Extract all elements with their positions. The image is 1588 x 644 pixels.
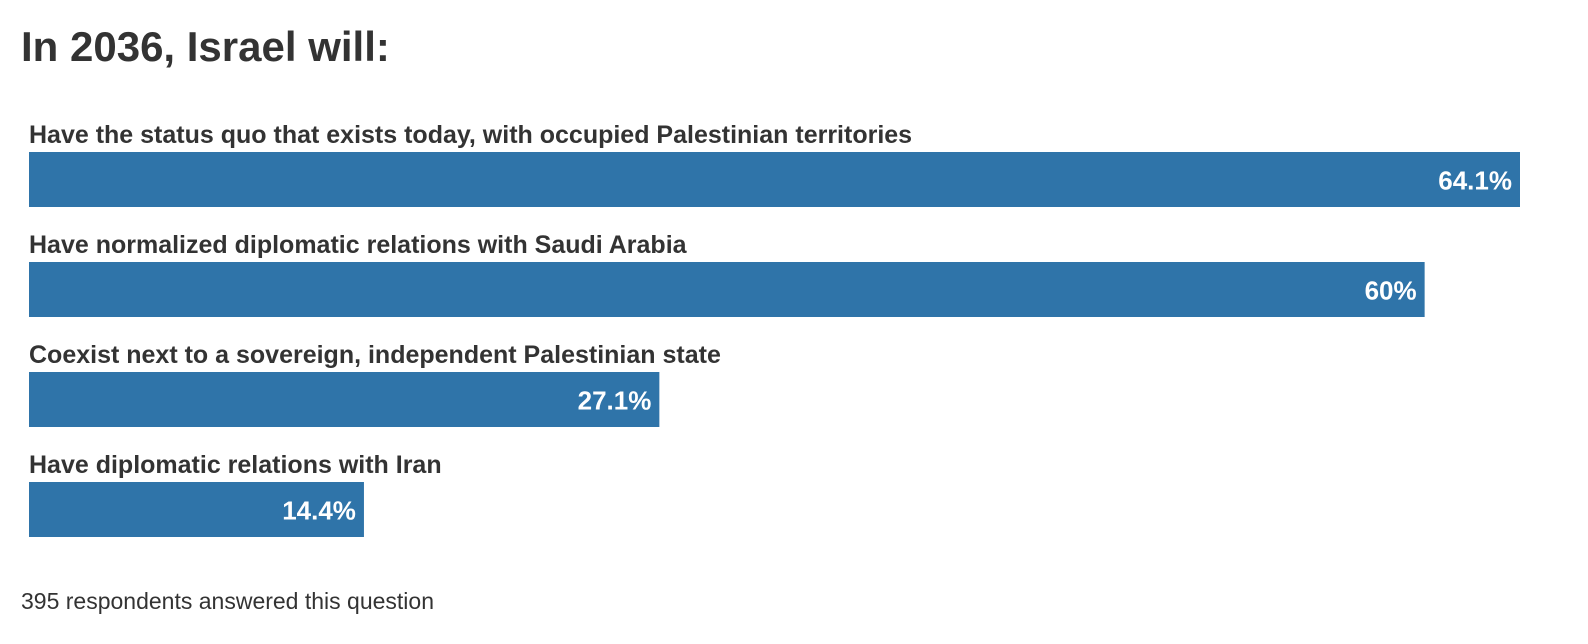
chart-title: In 2036, Israel will: xyxy=(21,23,390,70)
category-label: Coexist next to a sovereign, independent… xyxy=(29,341,721,369)
bar-value-label: 60% xyxy=(1365,276,1417,306)
bar xyxy=(29,262,1425,317)
category-label: Have diplomatic relations with Iran xyxy=(29,451,442,479)
bar xyxy=(29,372,660,427)
bar-value-label: 64.1% xyxy=(1438,166,1512,196)
category-label: Have normalized diplomatic relations wit… xyxy=(29,231,688,259)
bar-value-label: 14.4% xyxy=(282,496,356,526)
respondents-footnote: 395 respondents answered this question xyxy=(21,588,435,614)
bar xyxy=(29,482,364,537)
bar xyxy=(29,152,1520,207)
category-label: Have the status quo that exists today, w… xyxy=(29,121,912,149)
bar-value-label: 27.1% xyxy=(578,386,652,416)
